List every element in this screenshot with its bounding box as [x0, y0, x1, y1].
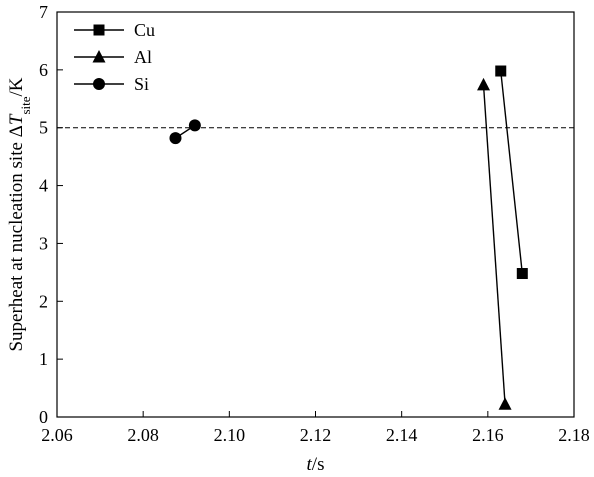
legend-label-cu: Cu	[134, 20, 155, 40]
y-axis-label: Superheat at nucleation site ΔTsite/K	[6, 77, 33, 351]
y-tick-label: 6	[39, 60, 48, 80]
x-tick-label: 2.12	[300, 425, 332, 445]
data-point-si	[189, 119, 201, 131]
series-line-cu	[501, 71, 523, 274]
y-tick-label: 2	[39, 291, 48, 311]
legend: Cu Al Si	[74, 20, 155, 94]
y-tick-label: 5	[39, 118, 48, 138]
series-line-al	[484, 85, 506, 404]
y-axis-label-subscript: site	[18, 96, 33, 114]
x-tick-label: 2.06	[41, 425, 73, 445]
y-tick-label: 7	[39, 2, 48, 22]
y-axis-label-suffix: /K	[6, 77, 27, 96]
y-tick-label: 3	[39, 233, 48, 253]
y-tick-label: 4	[39, 176, 48, 196]
x-tick-label: 2.18	[558, 425, 590, 445]
x-axis-label-unit: /s	[312, 454, 325, 475]
ticks-layer: 2.06 2.08 2.10 2.12 2.14 2.16 2.18 0 1 2 3 4 5 6 7	[39, 2, 590, 445]
data-point-al	[499, 397, 512, 410]
data-point-al	[477, 78, 490, 91]
data-point-cu	[495, 66, 506, 77]
legend-marker-cu	[94, 25, 105, 36]
data-point-si	[169, 132, 181, 144]
y-axis-label-prefix: Superheat at nucleation site Δ	[6, 125, 27, 351]
x-tick-label: 2.08	[127, 425, 159, 445]
x-axis-label: t/s	[307, 454, 325, 475]
x-tick-label: 2.14	[386, 425, 418, 445]
legend-label-al: Al	[134, 47, 152, 67]
legend-marker-si	[93, 78, 105, 90]
legend-label-si: Si	[134, 74, 149, 94]
y-tick-label: 1	[39, 349, 48, 369]
legend-marker-al	[93, 50, 106, 63]
series-layer	[169, 66, 527, 410]
data-point-cu	[517, 268, 528, 279]
x-tick-label: 2.10	[214, 425, 246, 445]
x-tick-label: 2.16	[472, 425, 504, 445]
y-tick-label: 0	[39, 407, 48, 427]
